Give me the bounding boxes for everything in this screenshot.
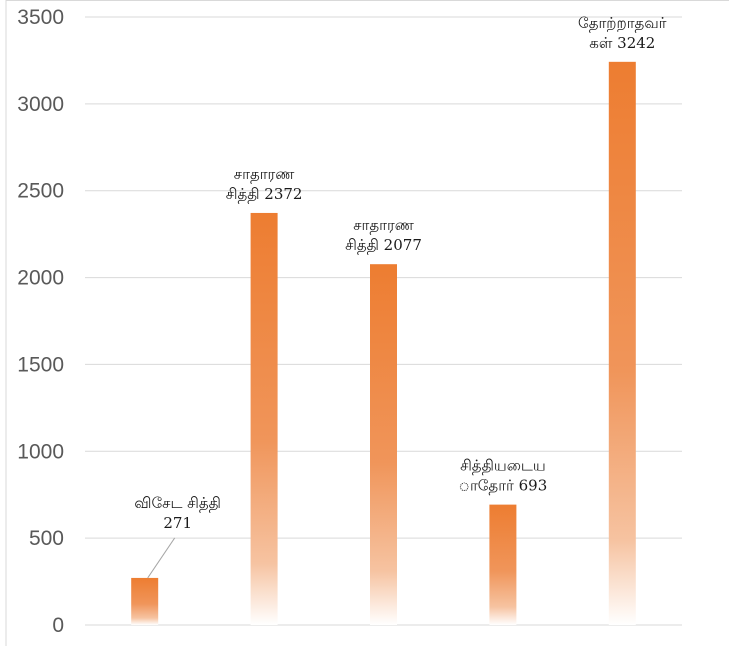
y-tick-label: 3000 bbox=[17, 93, 64, 116]
data-label: சாதாரண bbox=[234, 165, 295, 183]
bars bbox=[131, 61, 636, 625]
bar bbox=[131, 577, 159, 625]
bar bbox=[370, 264, 397, 625]
data-label: சித்தி 2372 bbox=[226, 185, 303, 203]
data-labels: விசேட சித்தி 271 சாதாரண சித்தி 2372 சாதாரண சி… bbox=[134, 14, 667, 579]
y-tick-label: 0 bbox=[52, 614, 64, 637]
data-label: தோற்றாதவர் bbox=[578, 14, 667, 32]
data-label: சித்தியடைய bbox=[460, 457, 546, 475]
data-label: ாதோர் 693 bbox=[459, 477, 548, 495]
bar bbox=[608, 61, 636, 625]
y-tick-label: 1500 bbox=[17, 353, 64, 376]
data-label: சாதாரண bbox=[353, 216, 414, 234]
data-label: 271 bbox=[163, 514, 192, 532]
y-tick-label: 3500 bbox=[17, 6, 64, 29]
y-axis: 0 500 1000 1500 2000 2500 3000 3500 bbox=[17, 6, 64, 637]
y-tick-label: 2000 bbox=[17, 267, 64, 290]
data-label: விசேட சித்தி bbox=[134, 494, 221, 512]
y-tick-label: 2500 bbox=[17, 180, 64, 203]
bar bbox=[250, 212, 278, 625]
y-tick-label: 500 bbox=[29, 527, 64, 550]
data-label: கள் 3242 bbox=[589, 34, 655, 52]
leader-line bbox=[147, 537, 176, 579]
bar bbox=[489, 504, 517, 625]
y-tick-label: 1000 bbox=[17, 440, 64, 463]
data-label: சித்தி 2077 bbox=[345, 236, 422, 254]
